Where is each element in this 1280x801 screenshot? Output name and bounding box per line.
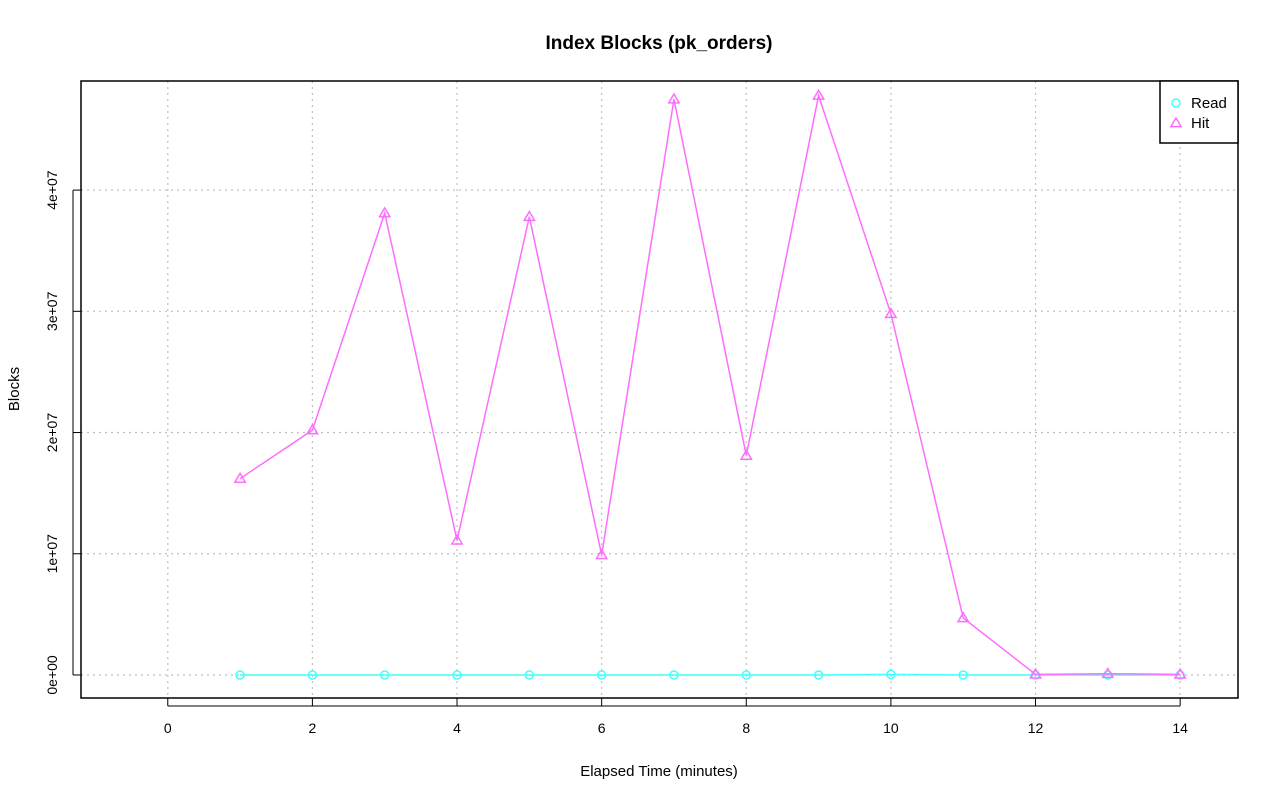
data-point-hit [1029, 667, 1043, 679]
y-axis: 0e+00 1e+07 2e+07 3e+07 4e+07 [44, 170, 81, 695]
y-tick-label: 0e+00 [44, 655, 60, 695]
x-tick-label: 0 [164, 720, 172, 736]
data-point-hit [305, 423, 319, 435]
legend-label-read: Read [1191, 95, 1227, 112]
x-tick-label: 10 [883, 720, 899, 736]
data-point-read [886, 669, 896, 680]
legend-label-hit: Hit [1191, 115, 1210, 132]
x-tick-label: 14 [1172, 720, 1188, 736]
data-point-read [958, 670, 968, 680]
data-point-hit [667, 92, 681, 104]
x-tick-label: 6 [598, 720, 606, 736]
data-point-read [379, 670, 390, 680]
grid [81, 81, 1238, 698]
legend-marker-hit [1169, 116, 1183, 128]
data-point-hit [1101, 667, 1115, 679]
x-tick-label: 4 [453, 720, 461, 736]
data-point-read [741, 670, 752, 680]
data-point-read [307, 670, 318, 680]
data-point-hit [595, 548, 609, 560]
y-tick-label: 3e+07 [44, 291, 60, 331]
data-point-hit [956, 611, 970, 623]
data-point-read [596, 670, 607, 680]
y-tick-label: 2e+07 [44, 413, 60, 453]
data-point-hit [522, 210, 536, 222]
series-line-read [240, 673, 1181, 676]
chart-title: Index Blocks (pk_orders) [545, 33, 772, 54]
data-point-hit [450, 533, 464, 545]
data-point-hit [378, 206, 392, 218]
data-point-hit [233, 471, 247, 483]
y-tick-label: 1e+07 [44, 534, 60, 574]
series-layer [233, 88, 1187, 680]
data-point-read [524, 670, 535, 680]
series-line-hit [239, 92, 1181, 676]
data-point-read [235, 670, 245, 680]
data-point-hit [884, 307, 898, 319]
x-axis: 0 2 4 6 8 10 12 14 [164, 698, 1188, 736]
data-point-read [669, 670, 679, 680]
legend-marker-read [1171, 98, 1181, 108]
series-hit [233, 88, 1187, 679]
plot-frame [80, 80, 1239, 699]
legend: Read Hit [1159, 80, 1239, 144]
x-axis-label: Elapsed Time (minutes) [580, 763, 738, 780]
data-point-hit [812, 88, 826, 100]
legend-box [1159, 80, 1239, 144]
y-tick-label: 4e+07 [44, 170, 60, 210]
x-tick-label: 2 [309, 720, 317, 736]
x-tick-label: 12 [1028, 720, 1044, 736]
x-tick-label: 8 [742, 720, 750, 736]
data-point-hit [739, 448, 753, 460]
data-point-hit [1173, 667, 1187, 679]
data-point-read [452, 670, 462, 680]
y-axis-label: Blocks [6, 367, 23, 411]
data-point-read [813, 670, 824, 680]
